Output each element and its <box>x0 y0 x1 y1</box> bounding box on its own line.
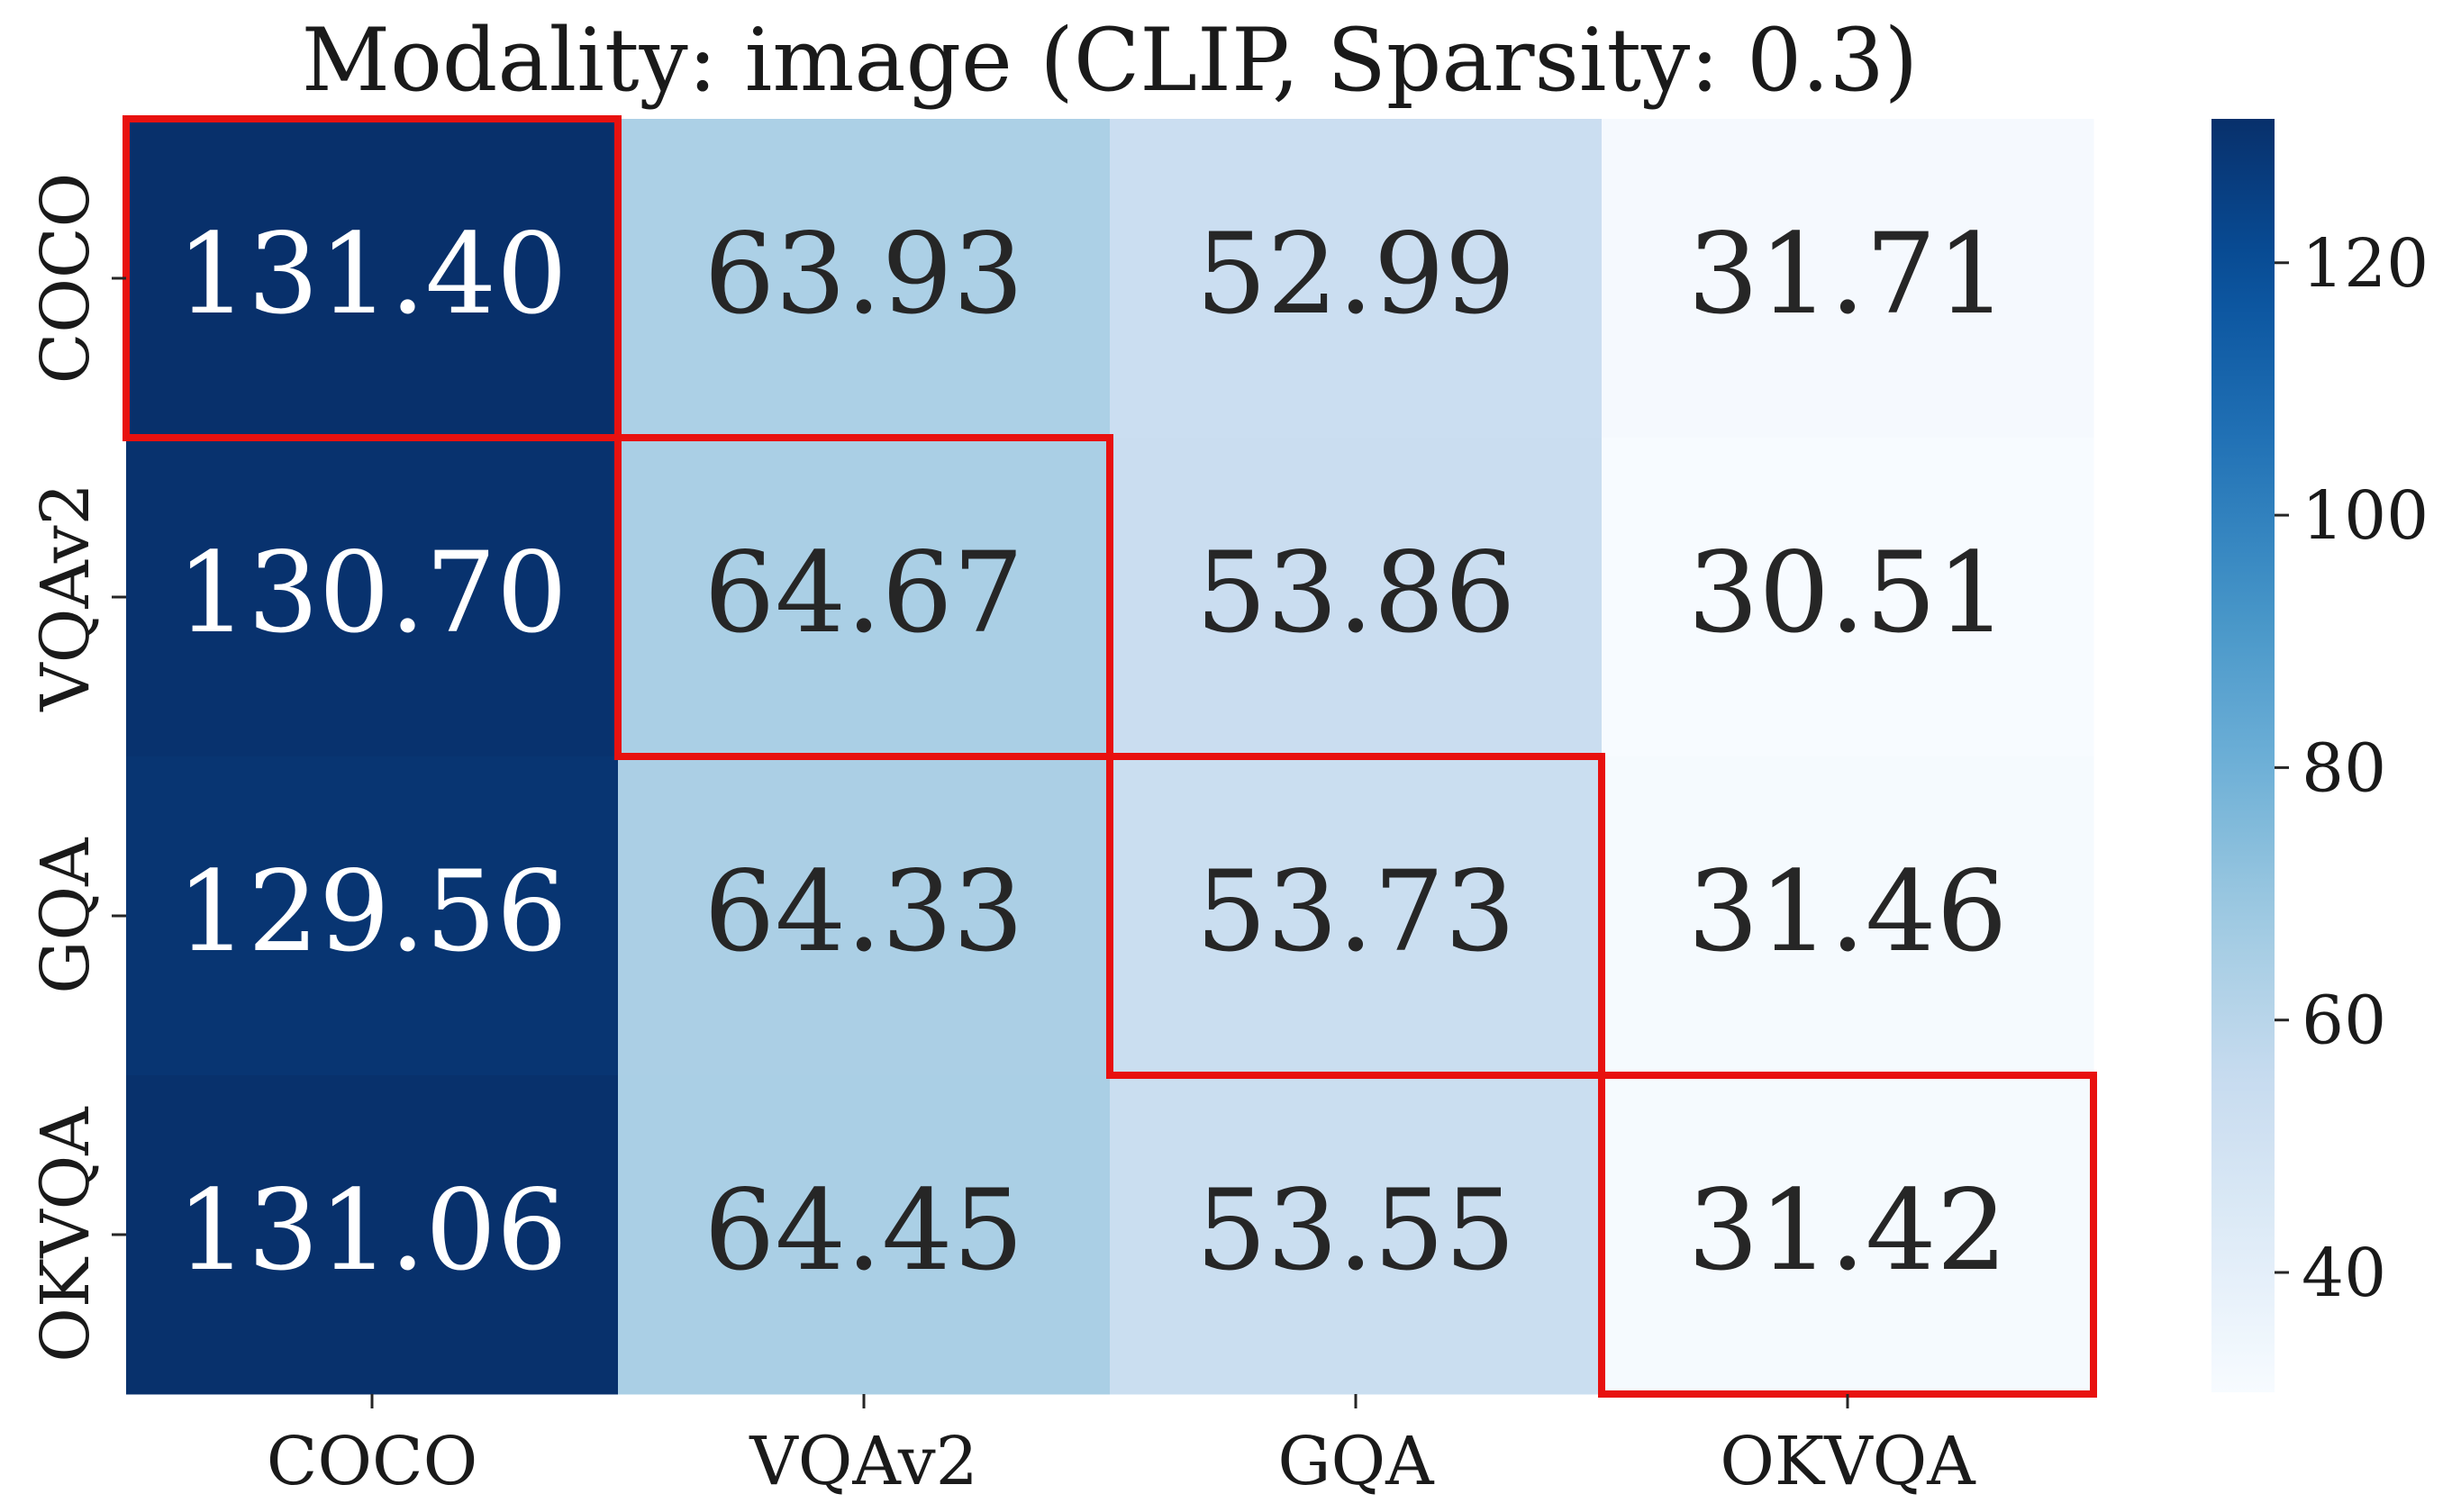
colorbar-tick-label: 120 <box>2302 225 2429 303</box>
heatmap-cell-labels: 131.40 63.93 52.99 31.71 130.70 64.67 53.86 30.… <box>177 210 2007 1296</box>
cell-value-label: 64.67 <box>704 529 1024 658</box>
heatmap-cells <box>126 119 2094 1395</box>
heatmap-cell-vqav2-gqa <box>1110 438 1603 757</box>
cell-value-label: 53.86 <box>1196 529 1516 658</box>
x-axis: COCO VQAv2 GQA OKVQA <box>267 1394 1976 1500</box>
y-tick-label-vqav2: VQAv2 <box>27 483 104 711</box>
heatmap-cell-gqa-gqa <box>1110 756 1603 1076</box>
heatmap-cell-gqa-coco <box>126 756 619 1076</box>
cell-value-label: 131.40 <box>177 210 568 340</box>
colorbar-tick-label: 60 <box>2302 982 2386 1060</box>
x-tick-label-coco: COCO <box>267 1423 478 1500</box>
cell-value-label: 53.73 <box>1196 847 1516 977</box>
cell-value-label: 31.46 <box>1688 847 2008 977</box>
x-tick-label-vqav2: VQAv2 <box>749 1423 977 1500</box>
x-tick-label-gqa: GQA <box>1277 1423 1435 1500</box>
heatmap-cell-vqav2-vqav2 <box>618 438 1111 757</box>
cell-value-label: 53.55 <box>1196 1166 1516 1296</box>
heatmap-cell-coco-gqa <box>1110 119 1603 439</box>
colorbar-tick-label: 100 <box>2302 477 2429 555</box>
heatmap-cell-gqa-okvqa <box>1602 756 2094 1076</box>
heatmap-cell-coco-okvqa <box>1602 119 2094 439</box>
heatmap-cell-okvqa-coco <box>126 1075 619 1395</box>
x-tick-label-okvqa: OKVQA <box>1720 1423 1976 1500</box>
colorbar: 40 60 80 100 120 <box>2211 119 2429 1392</box>
heatmap-cell-coco-coco <box>126 119 619 439</box>
heatmap-cell-okvqa-vqav2 <box>618 1075 1111 1395</box>
heatmap-cell-gqa-vqav2 <box>618 756 1111 1076</box>
cell-value-label: 63.93 <box>704 210 1024 340</box>
cell-value-label: 31.42 <box>1688 1166 2008 1296</box>
y-tick-label-gqa: GQA <box>27 837 104 994</box>
heatmap-cell-okvqa-okvqa <box>1602 1075 2094 1395</box>
highlight-box-vqav2 <box>614 434 1113 760</box>
heatmap-cell-coco-vqav2 <box>618 119 1111 439</box>
heatmap-cell-vqav2-coco <box>126 438 619 757</box>
cell-value-label: 64.33 <box>704 847 1024 977</box>
colorbar-gradient <box>2211 119 2275 1392</box>
heatmap-cell-okvqa-gqa <box>1110 1075 1603 1395</box>
cell-value-label: 129.56 <box>177 847 568 977</box>
y-tick-label-okvqa: OKVQA <box>27 1106 104 1363</box>
cell-value-label: 130.70 <box>177 529 568 658</box>
y-axis: COCO VQAv2 GQA OKVQA <box>27 173 126 1363</box>
cell-value-label: 64.45 <box>704 1166 1024 1296</box>
chart-title: Modality: image (CLIP, Sparsity: 0.3) <box>302 10 1918 111</box>
y-tick-label-coco: COCO <box>27 173 104 385</box>
cell-value-label: 31.71 <box>1688 210 2008 340</box>
cell-value-label: 52.99 <box>1196 210 1516 340</box>
highlight-box-gqa <box>1106 753 1605 1079</box>
heatmap-cell-vqav2-okvqa <box>1602 438 2094 757</box>
cell-value-label: 30.51 <box>1688 529 2008 658</box>
colorbar-tick-label: 80 <box>2302 729 2386 807</box>
cell-value-label: 131.06 <box>177 1166 568 1296</box>
colorbar-tick-label: 40 <box>2302 1235 2386 1312</box>
